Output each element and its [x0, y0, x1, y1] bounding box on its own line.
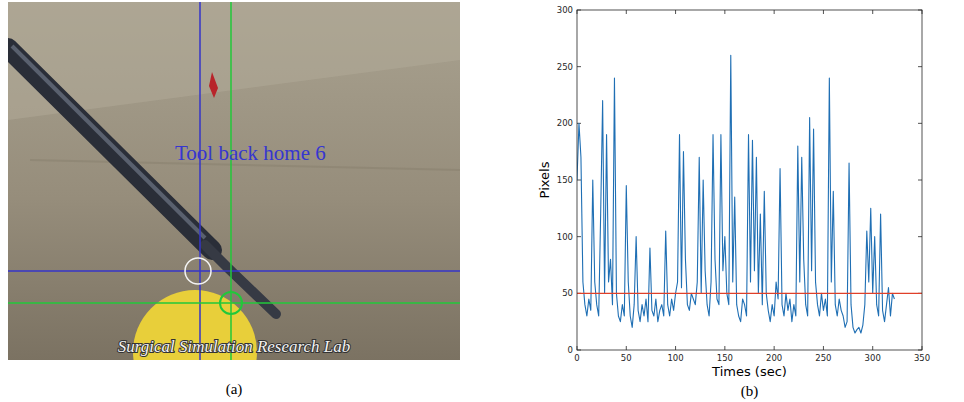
x-tick-label: 150 — [717, 353, 733, 363]
y-tick — [577, 236, 581, 237]
y-tick-label: 250 — [557, 62, 573, 72]
panel-caption: (a) — [226, 381, 243, 398]
x-tick-top — [675, 10, 676, 14]
x-tick-label: 100 — [667, 353, 683, 363]
plot-data — [577, 55, 922, 333]
data-line — [577, 55, 894, 333]
x-tick — [675, 346, 676, 350]
green-crosshair-v — [230, 2, 232, 360]
y-tick-right — [918, 66, 922, 67]
x-tick — [823, 346, 824, 350]
tool-marker — [185, 258, 211, 284]
y-tick — [577, 66, 581, 67]
x-tick-top — [724, 10, 725, 14]
x-tick-label: 200 — [766, 353, 782, 363]
photo-panel — [8, 2, 460, 360]
x-axis-title: Times (sec) — [711, 364, 787, 379]
y-tick-label: 100 — [557, 232, 573, 242]
y-tick-label: 150 — [557, 175, 573, 185]
plot-frame — [577, 10, 922, 350]
y-tick — [577, 180, 581, 181]
y-axis-title: Pixels — [537, 161, 552, 198]
y-tick-right — [918, 236, 922, 237]
y-tick-label: 50 — [562, 288, 573, 298]
x-tick — [626, 346, 627, 350]
x-tick-top — [626, 10, 627, 14]
panel-caption: (b) — [741, 383, 759, 400]
x-tick-top — [823, 10, 824, 14]
threshold-line — [577, 293, 922, 294]
y-tick-label: 0 — [568, 345, 573, 355]
x-tick — [724, 346, 725, 350]
blue-crosshair-h — [8, 270, 460, 272]
blue-crosshair-v — [199, 2, 201, 360]
home-marker — [220, 292, 242, 314]
x-tick-top — [872, 10, 873, 14]
watermark: Surgical Simulation Research Lab — [118, 337, 350, 356]
axes: 0 50 100 150 200 250 300 350 0 50 100 150 200 250 300 — [557, 5, 930, 363]
figure: Tool back home 6 Surgical Simulation Rese… — [0, 0, 964, 402]
x-tick-label: 300 — [865, 353, 881, 363]
x-tick — [774, 346, 775, 350]
y-tick-right — [918, 123, 922, 124]
x-tick-label: 350 — [914, 353, 930, 363]
x-tick-label: 0 — [574, 353, 579, 363]
x-tick — [872, 346, 873, 350]
red-mark — [209, 72, 218, 98]
green-crosshair-h — [8, 302, 460, 304]
y-tick-label: 200 — [557, 118, 573, 128]
x-tick-label: 250 — [815, 353, 831, 363]
overlay-text: Tool back home 6 — [175, 141, 326, 165]
y-tick-right — [918, 180, 922, 181]
x-tick-label: 50 — [621, 353, 632, 363]
x-tick-top — [774, 10, 775, 14]
plot-background — [577, 10, 922, 350]
y-tick-label: 300 — [557, 5, 573, 15]
